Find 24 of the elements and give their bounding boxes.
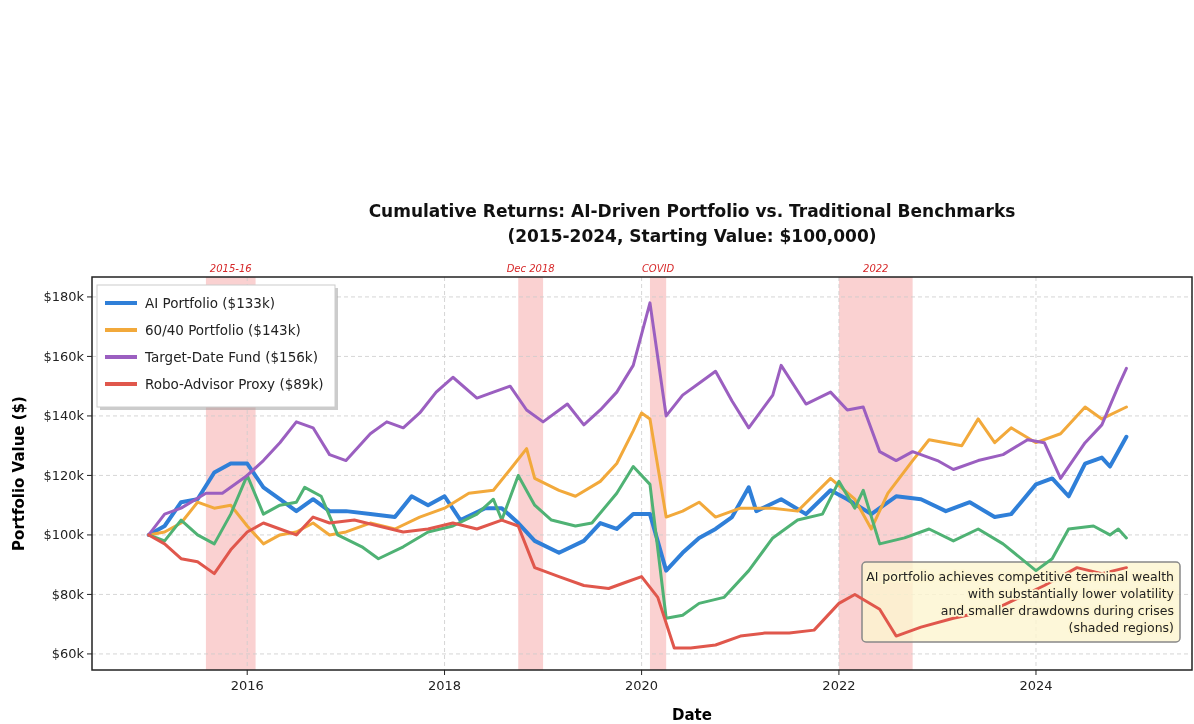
band-label: 2022 bbox=[863, 263, 889, 274]
x-tick-label: 2020 bbox=[625, 678, 659, 693]
y-tick-label: $60k bbox=[51, 646, 85, 662]
legend-label: Target-Date Fund ($156k) bbox=[144, 348, 318, 365]
legend-label: AI Portfolio ($133k) bbox=[145, 294, 276, 311]
legend-label: 60/40 Portfolio ($143k) bbox=[145, 321, 301, 338]
x-tick-label: 2016 bbox=[230, 678, 264, 693]
x-axis-title: Date bbox=[672, 706, 712, 724]
line-series bbox=[146, 434, 1129, 573]
x-tick-label: 2018 bbox=[427, 678, 462, 693]
y-tick-label: $100k bbox=[43, 527, 85, 543]
band-label: 2015-16 bbox=[209, 263, 252, 274]
y-tick-label: $80k bbox=[51, 586, 85, 602]
y-tick-label: $180k bbox=[43, 289, 85, 305]
x-tick-label: 2024 bbox=[1019, 678, 1053, 693]
y-tick-label: $120k bbox=[43, 467, 85, 483]
band-label: COVID bbox=[641, 263, 675, 274]
band-label: Dec 2018 bbox=[506, 263, 555, 274]
legend-label: Robo-Advisor Proxy ($89k) bbox=[145, 375, 324, 392]
x-tick-label: 2022 bbox=[822, 678, 856, 693]
y-tick-label: $140k bbox=[43, 408, 85, 424]
y-axis-title: Portfolio Value ($) bbox=[10, 396, 28, 551]
chart-title: Cumulative Returns: AI-Driven Portfolio vs. Traditional Benchmarks (2015-2024, Starting Value: $100,000) bbox=[368, 201, 1016, 246]
y-tick-label: $160k bbox=[43, 348, 85, 364]
